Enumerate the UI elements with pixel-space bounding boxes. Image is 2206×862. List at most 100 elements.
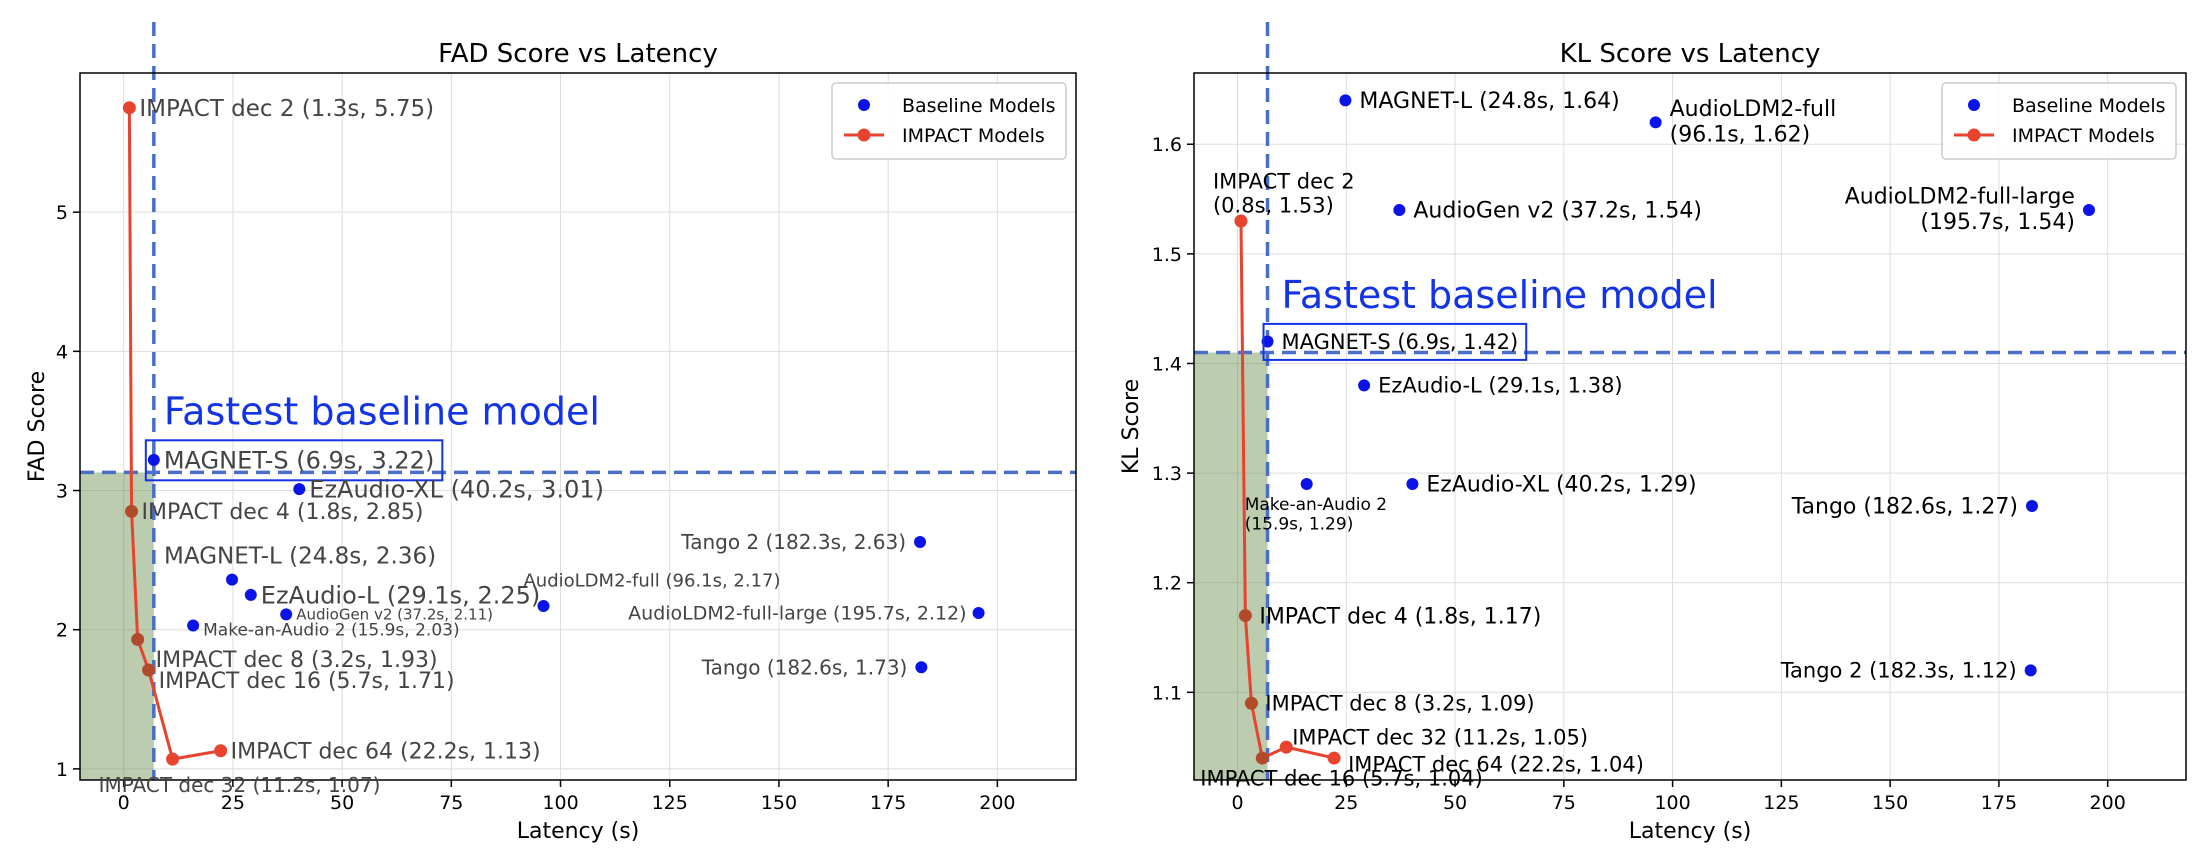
legend: Baseline Models IMPACT Models [1941, 82, 2177, 160]
baseline-label: MAGNET-L (24.8s, 2.36) [164, 544, 436, 570]
baseline-point [226, 573, 239, 586]
x-tick-label: 125 [652, 792, 688, 814]
y-tick-label: 2 [56, 620, 68, 642]
baseline-label: Tango 2 (182.3s, 2.63) [680, 530, 906, 554]
legend-baseline-label: Baseline Models [902, 95, 1056, 117]
impact-point [1244, 696, 1258, 710]
impact-point [122, 101, 136, 115]
impact-label: IMPACT dec 4 (1.8s, 1.17) [1259, 604, 1541, 629]
baseline-label: Make-an-Audio 2 (15.9s, 2.03) [203, 620, 459, 640]
legend-baseline-label: Baseline Models [2012, 95, 2166, 117]
plot-area [122, 101, 985, 766]
x-tick-label: 0 [1231, 792, 1243, 814]
y-tick-label: 1.4 [1152, 353, 1182, 375]
y-tick-label: 5 [56, 202, 68, 224]
legend: Baseline Models IMPACT Models [831, 82, 1067, 160]
baseline-point [2024, 664, 2037, 677]
baseline-label: AudioLDM2-full-large [1845, 185, 2075, 210]
baseline-point [2025, 499, 2038, 512]
impact-label: IMPACT dec 4 (1.8s, 2.85) [142, 500, 424, 525]
baseline-point [1406, 478, 1419, 491]
y-tick-label: 1.2 [1152, 573, 1182, 595]
impact-label: IMPACT dec 2 (1.3s, 5.75) [139, 96, 434, 122]
fastest-baseline-annotation: Fastest baseline model [164, 389, 600, 433]
baseline-label: EzAudio-XL (40.2s, 3.01) [309, 476, 604, 504]
impact-point [142, 663, 156, 677]
chart-title: FAD Score vs Latency [438, 39, 718, 69]
baseline-label: MAGNET-L (24.8s, 1.64) [1359, 89, 1619, 114]
y-tick-label: 1.6 [1152, 134, 1182, 156]
impact-series-line [1239, 220, 1335, 761]
impact-point [214, 744, 228, 758]
x-axis-label: Latency (s) [1629, 819, 1752, 844]
x-axis-label: Latency (s) [517, 819, 640, 844]
plot-area [1234, 94, 2095, 765]
y-axis-label: FAD Score [25, 371, 50, 482]
x-tick-label: 175 [1981, 792, 2017, 814]
legend-impact-marker [857, 128, 871, 142]
x-tick-label: 175 [870, 792, 906, 814]
chart-title: KL Score vs Latency [1560, 39, 1821, 69]
x-tick-label: 0 [118, 792, 130, 814]
y-tick-label: 1.5 [1152, 244, 1182, 266]
baseline-label: Tango (182.6s, 1.27) [1791, 495, 2018, 520]
baseline-label: AudioGen v2 (37.2s, 2.11) [296, 606, 493, 624]
impact-label: IMPACT dec 32 (11.2s, 1.05) [1292, 725, 1588, 749]
panel-kl: 0 25 50 75 100 125 150 175 200 1.1 1.2 1.3 1.4 1.5 1.6… [1119, 22, 2187, 844]
x-tick-label: 50 [1443, 792, 1467, 814]
impact-label: IMPACT dec 64 (22.2s, 1.04) [1348, 752, 1644, 776]
impact-point [1327, 751, 1341, 765]
baseline-point [1300, 478, 1313, 491]
baseline-point [147, 453, 160, 466]
baseline-label: Make-an-Audio 2 [1245, 495, 1387, 515]
baseline-point [914, 536, 927, 549]
y-tick-label: 3 [56, 481, 68, 503]
impact-label: IMPACT dec 8 (3.2s, 1.93) [156, 648, 438, 673]
legend-baseline-marker [1968, 99, 1980, 111]
baseline-point [537, 600, 550, 613]
fastest-baseline-box [1262, 322, 1528, 361]
fastest-baseline-box [144, 439, 444, 482]
x-tick-label: 125 [1763, 792, 1799, 814]
panel-fad: 0 25 50 75 100 125 150 175 200 1 2 3 4 5 FAD Score vs … [25, 22, 1077, 844]
baseline-label: MAGNET-S (6.9s, 1.42) [1282, 330, 1519, 354]
baseline-point [1649, 116, 1662, 129]
impact-label: IMPACT dec 16 (5.7s, 1.71) [159, 669, 455, 694]
impact-label: IMPACT dec 64 (22.2s, 1.13) [231, 739, 541, 764]
legend-impact-label: IMPACT Models [902, 125, 1045, 147]
fastest-baseline-annotation: Fastest baseline model [1282, 273, 1718, 317]
y-tick-label: 1 [56, 759, 68, 781]
baseline-point [293, 483, 306, 496]
pareto-shaded-region [1194, 352, 1268, 780]
x-tick-label: 150 [1872, 792, 1908, 814]
x-tick-label: 100 [1654, 792, 1690, 814]
baseline-label: Tango 2 (182.3s, 1.12) [1780, 659, 2017, 683]
impact-point [131, 632, 145, 646]
baseline-point [280, 608, 293, 621]
legend-box [1941, 82, 2177, 160]
legend-baseline-marker [858, 99, 870, 111]
impact-label: IMPACT dec 16 (5.7s, 1.04) [1200, 766, 1483, 790]
baseline-label: EzAudio-L (29.1s, 1.38) [1378, 374, 1623, 398]
impact-point [166, 752, 180, 766]
x-tick-label: 200 [2090, 792, 2126, 814]
baseline-label-line2: (96.1s, 1.62) [1670, 122, 1811, 147]
y-tick-label: 1.3 [1152, 463, 1182, 485]
impact-point [1279, 740, 1293, 754]
x-tick-label: 25 [221, 792, 245, 814]
x-tick-label: 75 [439, 792, 463, 814]
impact-label: IMPACT dec 2 [1213, 169, 1355, 193]
impact-point [1234, 214, 1248, 228]
plot-frame [79, 72, 1077, 781]
baseline-point [244, 588, 257, 601]
impact-label: IMPACT dec 8 (3.2s, 1.09) [1265, 692, 1534, 716]
baseline-label: AudioLDM2-full (96.1s, 2.17) [523, 570, 780, 591]
baseline-label: Tango (182.6s, 1.73) [701, 655, 908, 679]
legend-impact-label: IMPACT Models [2012, 125, 2155, 147]
baseline-point [187, 619, 200, 632]
impact-series-line [127, 107, 221, 761]
legend-impact-marker [1967, 128, 1981, 142]
legend-box [831, 82, 1067, 160]
baseline-point [972, 606, 985, 619]
